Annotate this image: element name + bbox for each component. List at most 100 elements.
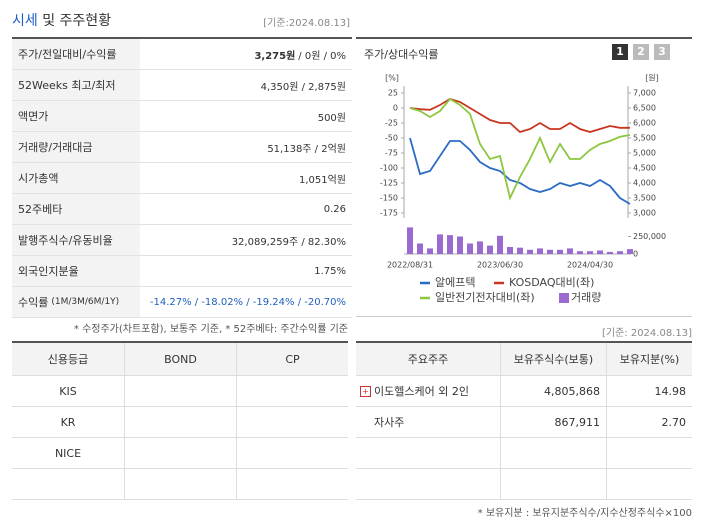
value: 51,138주 / 2억원	[267, 143, 346, 155]
cell	[124, 438, 236, 469]
cell	[236, 438, 348, 469]
volume-bar	[537, 248, 543, 254]
header-cell: 보유지분(%)	[606, 343, 692, 376]
volume-bar	[447, 235, 453, 254]
y-unit: [%]	[385, 74, 399, 83]
row-value: 1.75%	[140, 256, 352, 287]
volume-bar	[597, 250, 603, 254]
y-tick-label: -100	[380, 164, 398, 173]
cell	[606, 438, 692, 469]
row-value: -14.27% / -18.02% / -19.24% / -20.70%	[140, 287, 352, 318]
text: 자사주	[374, 416, 405, 429]
header-cell: 신용등급	[12, 343, 124, 376]
volume-bar	[507, 247, 513, 254]
label: 외국인지분율	[18, 265, 79, 278]
text: 867,911	[554, 415, 601, 429]
label: 거래량/거래대금	[18, 141, 93, 154]
header-cell: CP	[236, 343, 348, 376]
tab-button[interactable]: 2	[633, 44, 649, 60]
cell	[606, 469, 692, 500]
label: 52Weeks 최고/최저	[18, 79, 116, 92]
y-tick-label: 0	[393, 104, 398, 113]
y2-tick-label: 3,500	[633, 194, 656, 203]
value: 1.75%	[314, 265, 346, 277]
y2-tick-label: 5,500	[633, 134, 656, 143]
cell	[236, 376, 348, 407]
chart: [%] [원] 25 0 -25 -50 -75 -100 -125 -150 -175 7,000 6…	[380, 74, 666, 305]
cell: KIS	[12, 376, 124, 407]
row-label: 외국인지분율	[12, 256, 140, 287]
volume-bar	[607, 251, 613, 254]
y-tick-label: 25	[388, 89, 398, 98]
row-value: 1,051억원	[140, 163, 352, 194]
y3-tick-label: 250,000	[633, 232, 666, 241]
rule	[356, 341, 692, 343]
row-label: 주가/전일대비/수익률	[12, 39, 140, 70]
y3-tick-label: 0	[633, 250, 638, 259]
note: * 보유지분 : 보유지분주식수/지수산정주식수×100	[477, 508, 692, 519]
cell	[124, 469, 236, 500]
volume-bar	[527, 249, 533, 254]
y2-tick-label: 3,000	[633, 209, 656, 218]
cell	[236, 469, 348, 500]
cell	[12, 469, 124, 500]
value: 4,350원 / 2,875원	[260, 81, 346, 93]
cell	[500, 438, 606, 469]
volume-bar	[437, 234, 443, 254]
cell	[356, 438, 500, 469]
title-highlight: 시세	[12, 13, 38, 29]
x-tick-label: 2024/04/30	[567, 261, 613, 270]
row-value: 3,275원/ 0원 / 0%	[140, 39, 352, 70]
value-bold: 3,275원	[254, 50, 296, 62]
row-label: 발행주식수/유동비율	[12, 225, 140, 256]
tab-button[interactable]: 3	[654, 44, 670, 60]
volume-bar	[627, 249, 633, 254]
tab-button[interactable]: 1	[612, 44, 628, 60]
row-value: 4,350원 / 2,875원	[140, 70, 352, 101]
header-cell: 주요주주	[356, 343, 500, 376]
value: / 0원 / 0%	[298, 50, 346, 62]
cell: 2.70	[606, 407, 692, 438]
header-cell: BOND	[124, 343, 236, 376]
legend-label: 알에프텍	[435, 275, 475, 289]
volume-bar	[467, 243, 473, 254]
rule	[356, 37, 692, 39]
legend-label: KOSDAQ대비(좌)	[509, 276, 594, 289]
y2-tick-label: 6,000	[633, 119, 656, 128]
legend-swatch	[559, 293, 569, 303]
text: 14.98	[654, 384, 687, 398]
y2-tick-label: 5,000	[633, 149, 656, 158]
cell	[124, 376, 236, 407]
cell	[124, 407, 236, 438]
y2-tick-label: 4,000	[633, 179, 656, 188]
row-label: 수익률 (1M/3M/6M/1Y)	[12, 287, 140, 318]
label: 수익률	[18, 296, 49, 309]
rule	[12, 341, 348, 343]
value: 1,051억원	[298, 174, 346, 186]
y-tick-label: -150	[380, 194, 398, 203]
y-tick-label: -25	[385, 119, 398, 128]
y2-unit: [원]	[645, 74, 659, 83]
volume-bar	[417, 243, 423, 254]
cell	[236, 407, 348, 438]
volume-bar	[617, 251, 623, 254]
title-rest: 및 주주현황	[42, 13, 112, 29]
series-line	[409, 137, 631, 205]
volume-bar	[577, 251, 583, 254]
row-label: 52주베타	[12, 194, 140, 225]
value: 500원	[317, 112, 346, 124]
row-label: 52Weeks 최고/최저	[12, 70, 140, 101]
volume-bar	[407, 227, 413, 254]
cell: 14.98	[606, 376, 692, 407]
date: [기준:2024.08.13]	[263, 18, 350, 29]
label: 52주베타	[18, 203, 63, 216]
volume-bar	[427, 248, 433, 254]
plus-icon: +	[360, 385, 371, 397]
cell: 4,805,868	[500, 376, 606, 407]
value: -14.27% / -18.02% / -19.24% / -20.70%	[149, 296, 346, 308]
cell	[500, 469, 606, 500]
volume-bar	[557, 249, 563, 254]
rule	[356, 316, 692, 317]
